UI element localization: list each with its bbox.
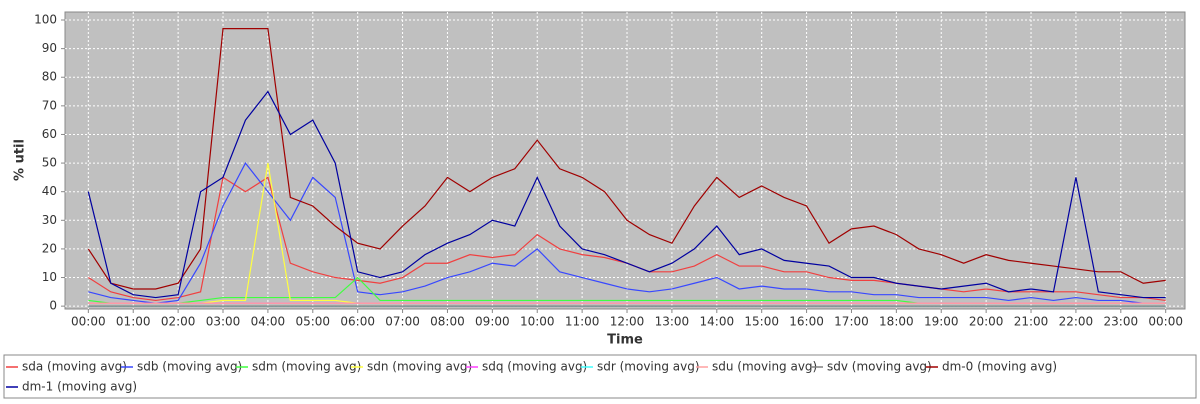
series-line: [88, 161, 1166, 304]
x-tick-label: 01:00: [116, 315, 151, 329]
plot-area: [64, 11, 1186, 310]
x-tick-label: 17:00: [834, 315, 869, 329]
x-tick-label: 09:00: [475, 315, 510, 329]
y-axis-title: % util: [13, 139, 28, 181]
x-tick-label: 03:00: [206, 315, 241, 329]
x-tick-label: 16:00: [789, 315, 824, 329]
y-tick-label: 90: [42, 41, 57, 55]
x-tick-label: 13:00: [655, 315, 690, 329]
x-tick-label: 05:00: [295, 315, 330, 329]
x-tick-label: 11:00: [565, 315, 600, 329]
x-tick-label: 07:00: [385, 315, 420, 329]
y-tick-label: 100: [34, 13, 57, 27]
y-tick-label: 50: [42, 156, 57, 170]
legend-label: dm-1 (moving avg): [22, 380, 137, 394]
y-tick-label: 30: [42, 213, 57, 227]
x-tick-label: 06:00: [340, 315, 375, 329]
y-tick-label: 0: [49, 299, 57, 313]
legend-label: sdn (moving avg): [367, 360, 472, 374]
x-axis-title: Time: [607, 333, 643, 348]
x-tick-label: 23:00: [1104, 315, 1139, 329]
x-tick-label: 21:00: [1014, 315, 1049, 329]
y-tick-label: 10: [42, 270, 57, 284]
series-line: [87, 90, 1166, 299]
legend-label: sdq (moving avg): [482, 360, 587, 374]
legend-label: sdb (moving avg): [137, 360, 242, 374]
y-tick-label: 60: [42, 127, 57, 141]
x-tick-label: 15:00: [744, 315, 779, 329]
y-tick-label: 80: [42, 70, 57, 84]
x-tick-label: 04:00: [251, 315, 286, 329]
x-tick-label: 10:00: [520, 315, 555, 329]
y-tick-label: 40: [42, 184, 57, 198]
legend-box: [3, 354, 1197, 399]
x-tick-label: 02:00: [161, 315, 196, 329]
x-tick-label: 20:00: [969, 315, 1004, 329]
legend-label: sdr (moving avg): [597, 360, 700, 374]
y-tick-label: 20: [42, 241, 57, 255]
legend-label: sdv (moving avg): [827, 360, 932, 374]
x-tick-label: 00:00: [71, 315, 106, 329]
x-tick-label: 22:00: [1059, 315, 1094, 329]
x-tick-label: 08:00: [430, 315, 465, 329]
y-tick-label: 70: [42, 98, 57, 112]
series-line: [87, 27, 1166, 290]
x-tick-label: 12:00: [610, 315, 645, 329]
x-tick-label: 19:00: [924, 315, 959, 329]
x-tick-label: 18:00: [879, 315, 914, 329]
x-tick-label: 14:00: [700, 315, 735, 329]
legend-label: sdu (moving avg): [712, 360, 817, 374]
legend-label: dm-0 (moving avg): [942, 360, 1057, 374]
legend-label: sda (moving avg): [22, 360, 127, 374]
x-tick-label: 00:00: [1148, 315, 1183, 329]
legend-label: sdm (moving avg): [252, 360, 361, 374]
